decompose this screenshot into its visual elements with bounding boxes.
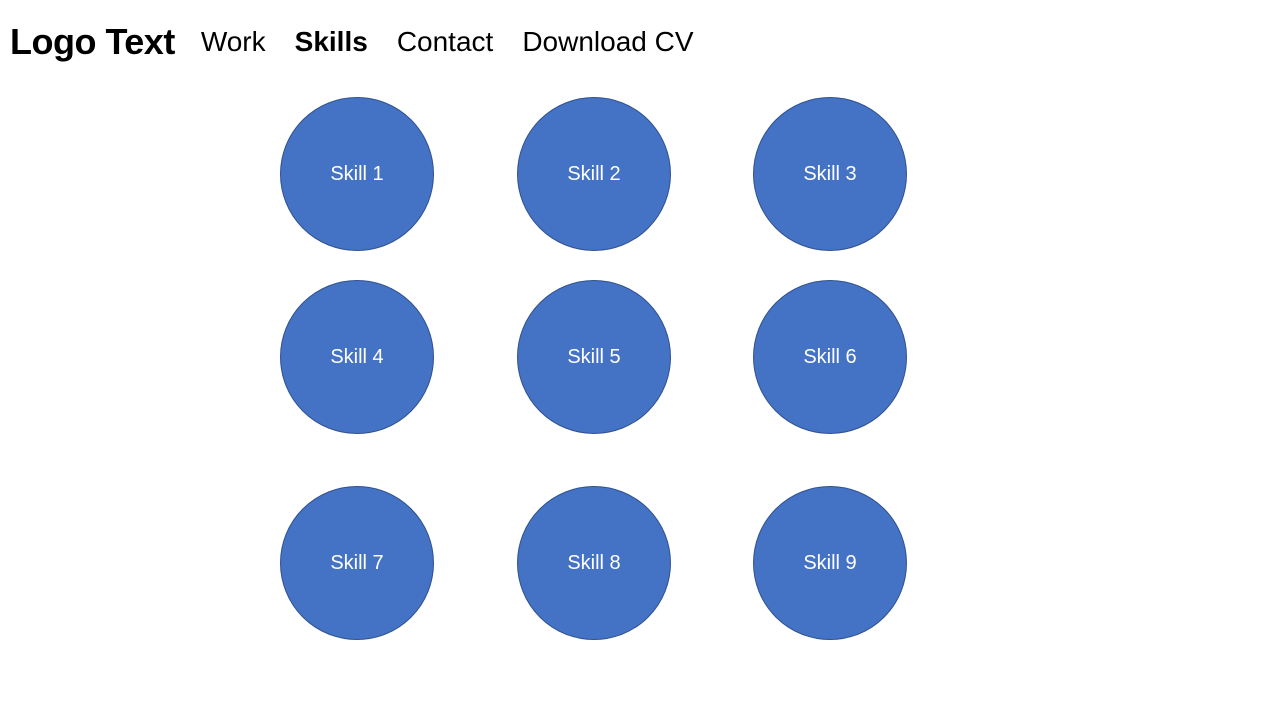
nav-item-contact[interactable]: Contact [396,26,494,57]
skill-label: Skill 1 [330,162,384,185]
skill-circle-4[interactable]: Skill 4 [280,280,434,434]
nav-item-download-cv[interactable]: Download CV [522,26,694,57]
skill-label: Skill 3 [803,162,857,185]
nav-item-skills[interactable]: Skills [294,26,368,57]
skill-circle-3[interactable]: Skill 3 [753,97,907,251]
skill-circle-2[interactable]: Skill 2 [517,97,671,251]
main-nav: Work Skills Contact Download CV [201,26,723,58]
skill-label: Skill 5 [567,345,621,368]
skill-circle-1[interactable]: Skill 1 [280,97,434,251]
skill-label: Skill 7 [330,551,384,574]
skill-circle-8[interactable]: Skill 8 [517,486,671,640]
skill-circle-7[interactable]: Skill 7 [280,486,434,640]
header: Logo Text Work Skills Contact Download C… [10,14,723,70]
skill-label: Skill 2 [567,162,621,185]
skill-label: Skill 4 [330,345,384,368]
skill-circle-5[interactable]: Skill 5 [517,280,671,434]
nav-item-work[interactable]: Work [200,26,266,57]
skill-label: Skill 8 [567,551,621,574]
logo-text[interactable]: Logo Text [10,21,175,62]
skill-circle-6[interactable]: Skill 6 [753,280,907,434]
skill-label: Skill 6 [803,345,857,368]
skill-circle-9[interactable]: Skill 9 [753,486,907,640]
skill-label: Skill 9 [803,551,857,574]
